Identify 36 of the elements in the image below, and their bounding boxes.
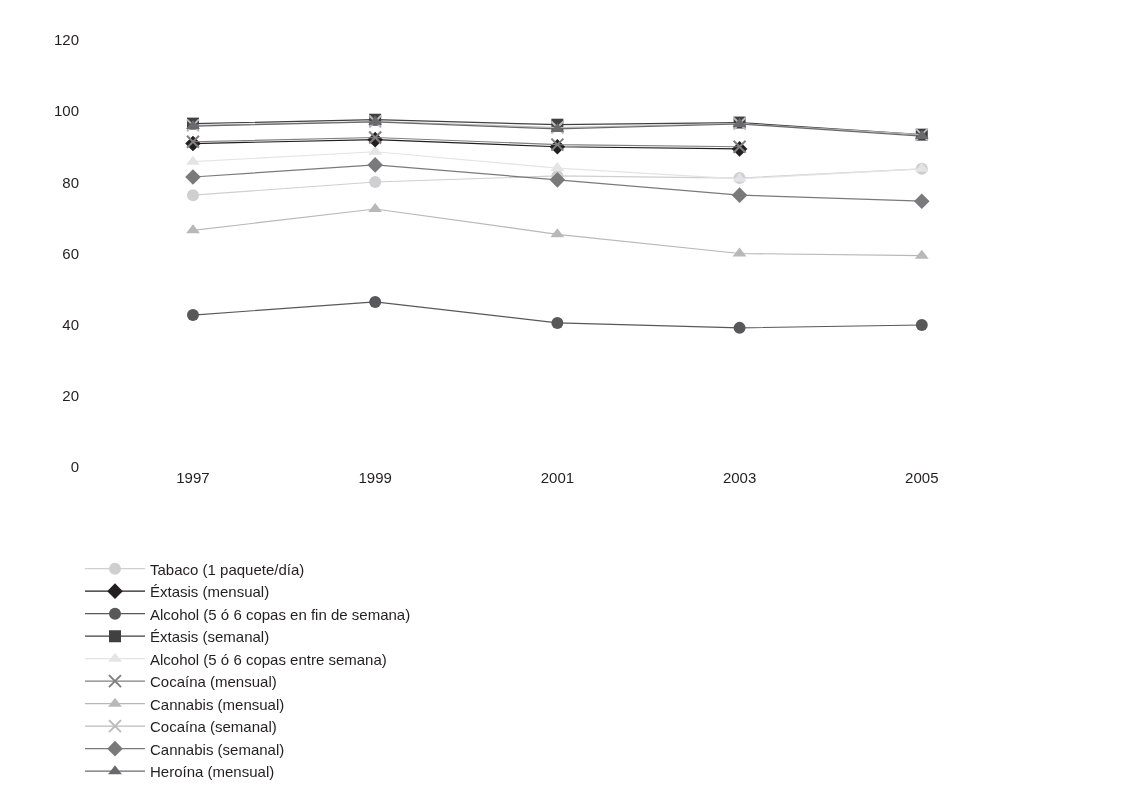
legend-label: Alcohol (5 ó 6 copas en fin de semana) — [150, 605, 411, 623]
x-tick-label: 2005 — [905, 469, 939, 486]
point — [731, 187, 748, 203]
legend-label: Tabaco (1 paquete/día) — [150, 560, 305, 578]
y-tick-label: 120 — [53, 31, 79, 49]
y-tick-label: 60 — [62, 244, 79, 262]
x-tick-label: 1999 — [358, 469, 392, 486]
point — [186, 189, 199, 202]
x-tick-label: 1997 — [176, 469, 210, 486]
point — [367, 157, 383, 173]
y-tick-label: 20 — [62, 387, 79, 405]
legend-label: Cocaína (mensual) — [150, 673, 277, 690]
point — [186, 224, 200, 234]
point — [733, 321, 746, 334]
y-tick-label: 0 — [70, 458, 79, 476]
y-tick-label: 80 — [62, 173, 79, 191]
legend-label: Heroína (mensual) — [150, 763, 275, 780]
y-tick-label: 40 — [62, 315, 79, 333]
legend-label: Alcohol (5 ó 6 copas entre semana) — [150, 650, 387, 668]
legend-label: Cocaína (semanal) — [150, 718, 277, 735]
legend-label: Cannabis (semanal) — [150, 740, 285, 758]
point — [915, 319, 928, 332]
point — [185, 169, 201, 185]
y-tick-label: 100 — [53, 102, 79, 120]
point — [551, 316, 564, 329]
point — [369, 295, 382, 308]
legend-label: Éxtasis (semanal) — [150, 628, 270, 645]
legend-label: Éxtasis (mensual) — [150, 583, 270, 600]
point — [913, 193, 930, 209]
point — [186, 155, 200, 165]
legend-label: Cannabis (mensual) — [150, 695, 285, 713]
point — [549, 172, 566, 188]
point — [369, 175, 382, 188]
point — [186, 309, 199, 322]
x-tick-label: 2003 — [722, 469, 757, 486]
x-tick-label: 2001 — [540, 469, 575, 486]
